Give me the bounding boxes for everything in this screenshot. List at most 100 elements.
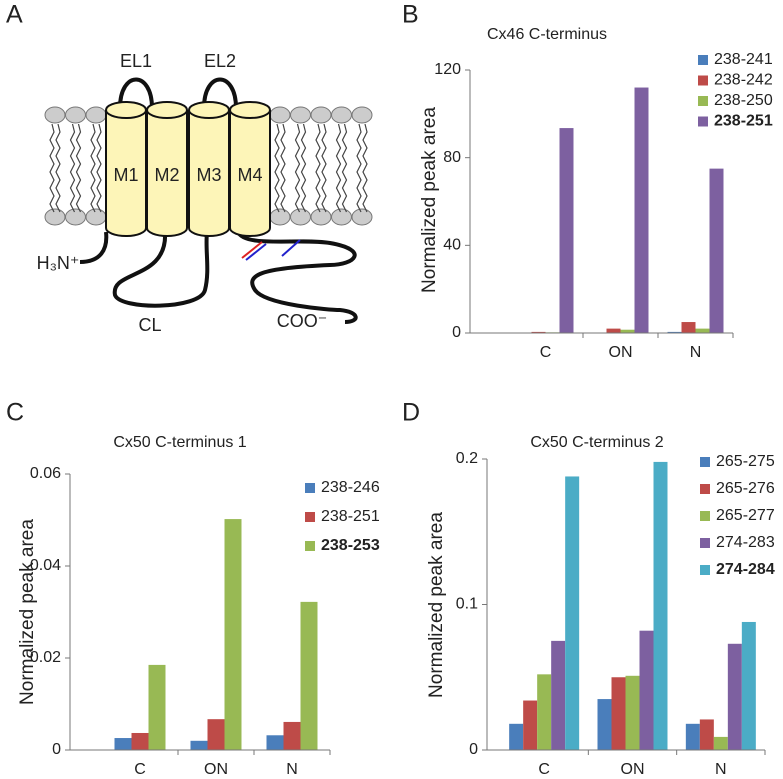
lipid-tail bbox=[321, 123, 327, 213]
legend-label: 265-276 bbox=[716, 480, 775, 497]
lipid-tail bbox=[294, 123, 301, 213]
loop bbox=[112, 231, 210, 308]
loop-label: EL2 bbox=[204, 51, 236, 71]
legend-label: 238-241 bbox=[714, 51, 773, 68]
y-tick-label: 80 bbox=[443, 149, 461, 166]
bar bbox=[606, 328, 621, 333]
lipid-head bbox=[269, 106, 291, 124]
legend-swatch bbox=[700, 511, 710, 521]
terminus-label: H₃N⁺ bbox=[37, 253, 80, 273]
y-tick-label: 0.02 bbox=[30, 649, 61, 666]
bar bbox=[531, 331, 546, 333]
bar bbox=[207, 719, 225, 750]
lipid-tail bbox=[341, 123, 348, 213]
panel-label: A bbox=[6, 1, 23, 29]
lipid-head bbox=[331, 106, 352, 124]
helix-top bbox=[188, 101, 230, 119]
bar bbox=[611, 677, 626, 750]
lipid-tail bbox=[362, 123, 368, 213]
bar bbox=[114, 738, 132, 750]
chart-title: Cx50 C-terminus 1 bbox=[113, 434, 246, 451]
x-tick-label: ON bbox=[204, 761, 228, 774]
terminus-label: COO⁻ bbox=[277, 311, 328, 331]
legend-swatch bbox=[698, 55, 708, 65]
panel-label: D bbox=[402, 399, 420, 427]
bar bbox=[625, 675, 640, 750]
x-tick-label: C bbox=[540, 344, 552, 361]
helix-top bbox=[105, 101, 147, 119]
y-tick-label: 0.2 bbox=[456, 450, 478, 467]
legend-swatch bbox=[305, 483, 315, 493]
bar bbox=[509, 723, 524, 750]
lipid-head bbox=[290, 106, 311, 124]
chart-title: Cx46 C-terminus bbox=[487, 26, 607, 43]
y-tick-label: 0.04 bbox=[30, 557, 61, 574]
lipid-head bbox=[290, 208, 311, 226]
legend-swatch bbox=[698, 116, 708, 127]
legend-label: 238-251 bbox=[714, 113, 773, 130]
bar bbox=[190, 740, 208, 750]
legend-label: 274-283 bbox=[716, 534, 775, 551]
legend-label: 238-250 bbox=[714, 92, 773, 109]
y-tick-label: 120 bbox=[434, 61, 461, 78]
cleavage-mark bbox=[241, 241, 263, 259]
bar bbox=[565, 476, 580, 750]
helix bbox=[229, 110, 271, 237]
legend-swatch bbox=[700, 538, 710, 548]
loop-label: CL bbox=[138, 315, 161, 335]
bar bbox=[741, 621, 756, 750]
loop bbox=[118, 77, 154, 109]
x-tick-label: N bbox=[715, 761, 727, 774]
helix bbox=[105, 110, 147, 237]
legend-swatch bbox=[698, 96, 708, 106]
y-tick-label: 0.06 bbox=[30, 465, 61, 482]
lipid-tail bbox=[300, 123, 307, 213]
lipid-head bbox=[85, 106, 107, 124]
bar bbox=[266, 735, 284, 750]
bar bbox=[131, 732, 149, 750]
legend-label: 238-242 bbox=[714, 72, 773, 89]
lipid-tail bbox=[49, 123, 55, 213]
y-axis-label: Normalized peak area bbox=[426, 512, 447, 698]
lipid-tail bbox=[274, 123, 280, 213]
bar bbox=[667, 331, 682, 333]
x-tick-label: ON bbox=[609, 344, 633, 361]
helix bbox=[188, 110, 230, 237]
lipid-tail bbox=[69, 123, 76, 213]
lipid-head bbox=[44, 106, 66, 124]
lipid-head bbox=[351, 208, 373, 226]
legend-swatch bbox=[700, 565, 710, 575]
lipid-tail bbox=[335, 123, 342, 213]
helix-top bbox=[229, 101, 271, 119]
tail bbox=[79, 231, 109, 264]
loop-label: EL1 bbox=[120, 51, 152, 71]
helix-label: M1 bbox=[113, 165, 138, 185]
x-tick-label: N bbox=[286, 761, 298, 774]
bar bbox=[709, 168, 724, 333]
bar bbox=[634, 87, 649, 334]
helix-top bbox=[146, 101, 188, 119]
x-tick-label: ON bbox=[621, 761, 645, 774]
lipid-tail bbox=[96, 123, 102, 213]
y-axis-label: Normalized peak area bbox=[419, 107, 440, 293]
bar bbox=[685, 723, 700, 750]
panel-label: C bbox=[6, 399, 24, 427]
lipid-head bbox=[331, 208, 352, 226]
legend-label: 238-253 bbox=[321, 537, 380, 554]
legend-label: 238-251 bbox=[321, 508, 380, 525]
lipid-head bbox=[65, 208, 86, 226]
bar bbox=[300, 601, 318, 750]
lipid-tail bbox=[280, 123, 286, 213]
bar bbox=[695, 328, 710, 333]
y-tick-label: 0.1 bbox=[456, 596, 478, 613]
helix bbox=[146, 110, 188, 237]
bar bbox=[148, 664, 166, 750]
bar bbox=[699, 719, 714, 750]
legend-label: 265-275 bbox=[716, 453, 775, 470]
legend-label: 265-277 bbox=[716, 507, 775, 524]
y-tick-label: 0 bbox=[469, 741, 478, 758]
lipid-head bbox=[310, 106, 332, 124]
y-tick-label: 0 bbox=[452, 324, 461, 341]
bar bbox=[283, 721, 301, 750]
lipid-head bbox=[269, 208, 291, 226]
